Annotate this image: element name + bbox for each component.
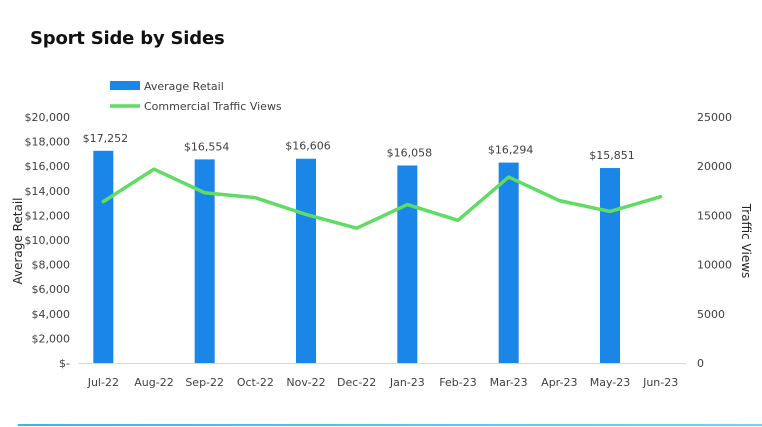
y2-tick-label: 20000 — [697, 160, 732, 173]
y-axis-title: Average Retail — [11, 198, 25, 285]
x-tick-label: Oct-22 — [237, 376, 274, 389]
x-tick-label: Mar-23 — [490, 376, 528, 389]
bar-data-label: $15,851 — [589, 149, 635, 162]
bar-data-labels: $17,252 $16,554 $16,606 $16,058 $16,294 $15,8… — [83, 132, 635, 162]
x-tick-label: Jul-22 — [87, 376, 119, 389]
y-tick-label: $10,000 — [25, 234, 71, 247]
y2-tick-label: 10000 — [697, 259, 732, 272]
bar — [194, 159, 215, 363]
y-tick-label: $12,000 — [25, 209, 71, 222]
y-tick-label: $6,000 — [32, 283, 71, 296]
y2-tick-label: 25000 — [697, 111, 732, 124]
y-tick-label: $20,000 — [25, 111, 71, 124]
bar-data-label: $16,294 — [488, 144, 534, 157]
x-tick-label: Nov-22 — [286, 376, 325, 389]
legend-label-bar: Average Retail — [144, 80, 224, 93]
bar — [600, 168, 620, 363]
y-tick-label: $- — [59, 357, 70, 370]
bar — [397, 165, 418, 363]
line-path — [101, 167, 663, 230]
bar — [498, 162, 519, 363]
y-tick-label: $4,000 — [32, 308, 71, 321]
y-tick-label: $2,000 — [32, 332, 71, 345]
legend-swatch-bar — [110, 81, 140, 90]
chart-axes: $- $2,000 $4,000 $6,000 $8,000 $10,000 $12,000… — [11, 111, 753, 389]
y2-tick-label: 15000 — [697, 209, 732, 222]
x-tick-label: Apr-23 — [541, 376, 577, 389]
legend: Average Retail Commercial Traffic Views — [110, 80, 282, 113]
x-tick-label: May-23 — [590, 376, 631, 389]
y-tick-label: $16,000 — [25, 160, 71, 173]
x-tick-label: Sep-22 — [185, 376, 224, 389]
x-tick-label: Jun-23 — [642, 376, 678, 389]
bottom-divider — [18, 424, 762, 426]
bar — [93, 150, 114, 363]
bar-data-label: $17,252 — [83, 132, 129, 145]
y-tick-label: $18,000 — [25, 136, 71, 149]
bar-data-label: $16,606 — [285, 140, 331, 153]
y-tick-label: $14,000 — [25, 185, 71, 198]
chart-title: Sport Side by Sides — [30, 28, 225, 49]
y2-axis-title: Traffic Views — [739, 203, 753, 279]
legend-label-line: Commercial Traffic Views — [144, 100, 282, 113]
x-tick-label: Aug-22 — [134, 376, 173, 389]
x-tick-label: Feb-23 — [439, 376, 476, 389]
x-tick-label: Jan-23 — [389, 376, 425, 389]
bar-data-label: $16,058 — [387, 146, 433, 159]
line-series — [101, 167, 663, 230]
bar-series — [93, 150, 620, 363]
y2-tick-label: 5000 — [697, 308, 725, 321]
y-tick-label: $8,000 — [32, 259, 71, 272]
bar — [296, 158, 316, 363]
y2-tick-label: 0 — [697, 357, 704, 370]
x-tick-label: Dec-22 — [337, 376, 376, 389]
bar-data-label: $16,554 — [184, 140, 230, 153]
